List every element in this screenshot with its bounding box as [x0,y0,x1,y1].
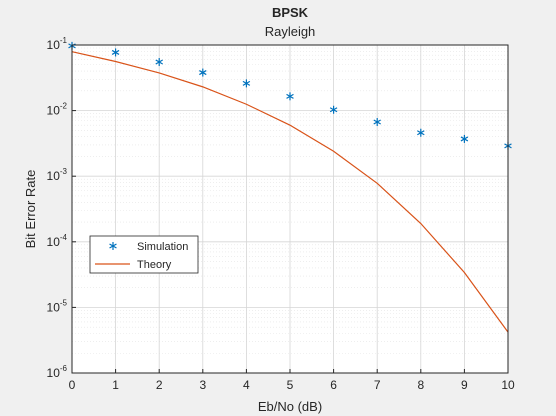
x-tick-label: 10 [501,378,515,392]
x-tick-label: 8 [417,378,424,392]
y-axis-label: Bit Error Rate [23,170,38,249]
chart-subtitle: Rayleigh [265,24,316,39]
x-axis-label: Eb/No (dB) [258,399,322,414]
legend: Simulation Theory [90,236,198,273]
chart-title: BPSK [272,5,309,20]
y-tick-label: 10-3 [47,167,68,183]
x-tick-label: 7 [374,378,381,392]
x-tick-label: 9 [461,378,468,392]
x-tick-label: 3 [199,378,206,392]
x-tick-label: 4 [243,378,250,392]
legend-label: Simulation [137,241,188,253]
y-tick-label: 10-6 [47,364,68,380]
x-tick-label: 0 [69,378,76,392]
y-tick-label: 10-1 [47,36,68,52]
x-tick-label: 2 [156,378,163,392]
y-tick-label: 10-2 [47,102,68,118]
x-tick-label: 6 [330,378,337,392]
y-tick-label: 10-5 [47,298,68,314]
x-tick-label: 1 [112,378,119,392]
x-tick-label: 5 [287,378,294,392]
legend-label: Theory [137,259,172,271]
y-tick-label: 10-4 [47,233,68,249]
